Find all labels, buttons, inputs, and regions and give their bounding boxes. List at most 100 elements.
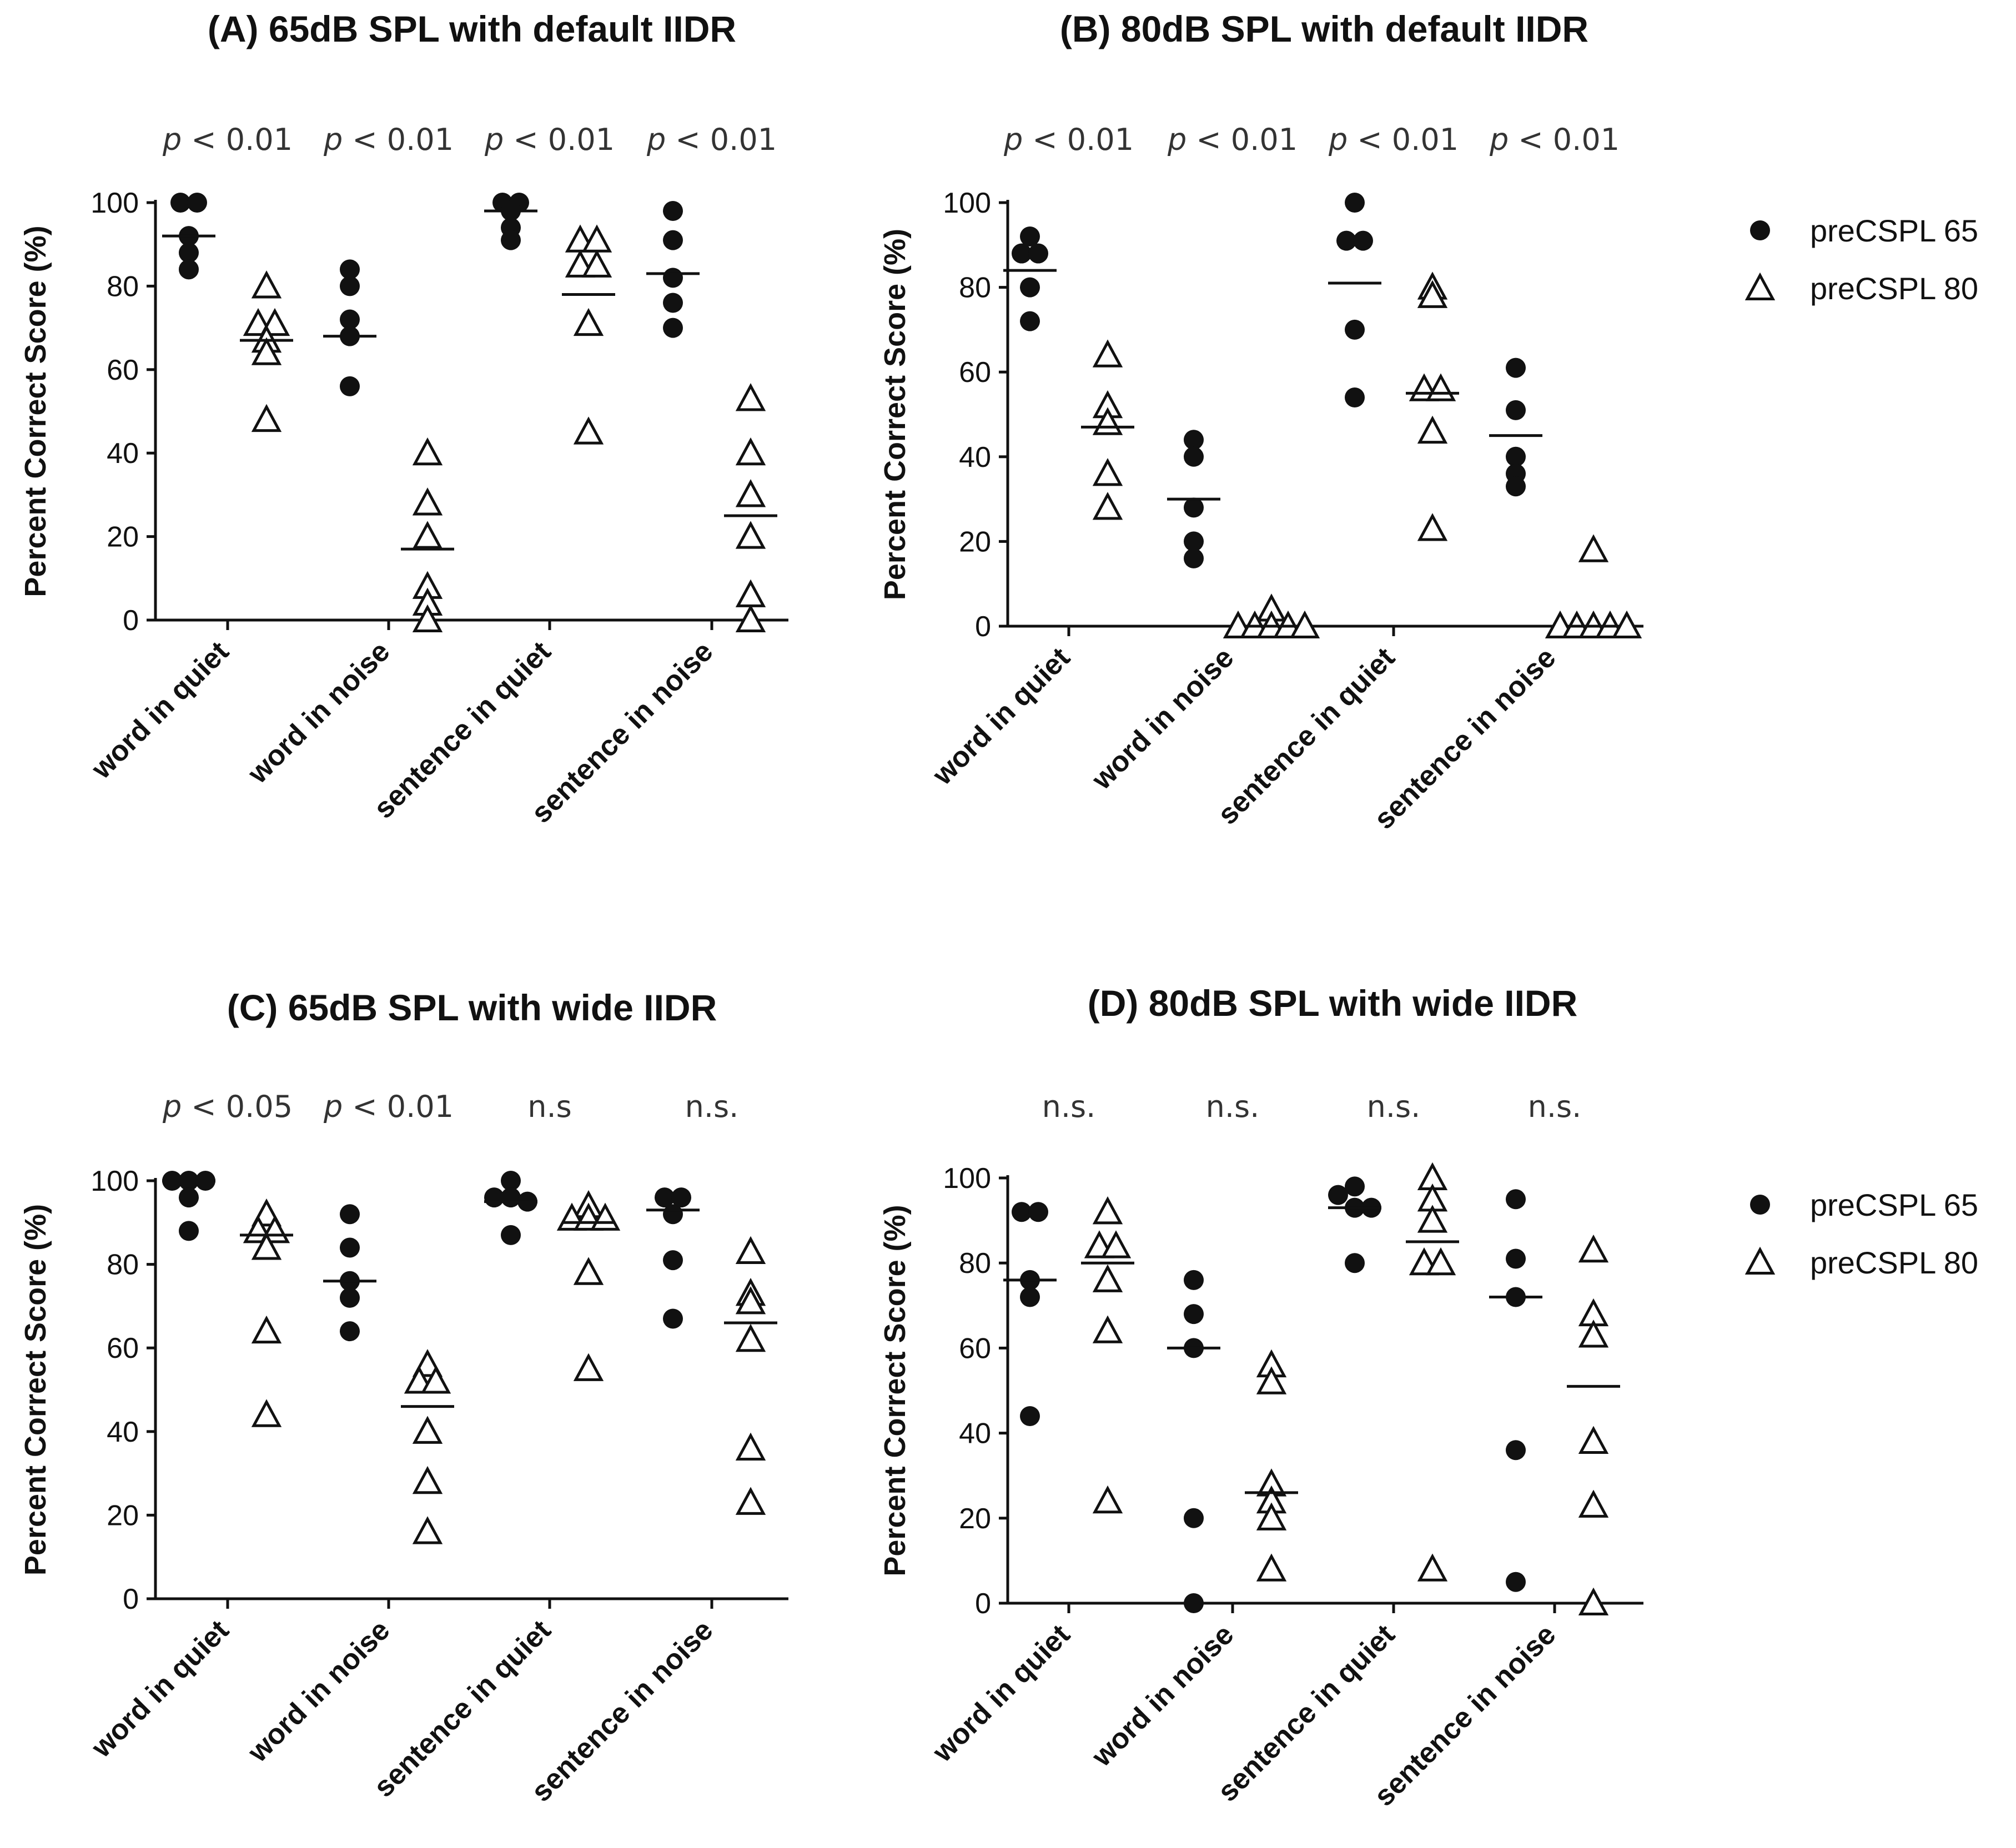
data-point-triangle (735, 521, 766, 549)
data-point-circle (501, 230, 521, 250)
legend-bottom: preCSPL 65 preCSPL 80 (1744, 1187, 1978, 1280)
category-label: word in quiet (85, 1614, 235, 1764)
data-point-circle (340, 276, 360, 296)
p-symbol: p (484, 122, 504, 157)
data-point-circle (1020, 277, 1040, 298)
p-symbol: p (1003, 122, 1023, 157)
data-point-circle (1028, 1202, 1048, 1222)
data-point-triangle (573, 1257, 604, 1285)
data-point-circle (1184, 531, 1204, 552)
y-axis-title: Percent Correct Score (%) (878, 1205, 912, 1576)
data-point-triangle (573, 308, 604, 336)
p-symbol: p (162, 122, 182, 157)
category-label: word in quiet (85, 635, 235, 785)
data-point-circle (179, 1187, 199, 1208)
data-point-circle (1506, 1440, 1526, 1461)
data-point-triangle (412, 521, 443, 549)
y-tick-label: 100 (943, 1162, 991, 1195)
data-point-triangle (251, 1315, 282, 1344)
data-point-triangle (251, 1399, 282, 1427)
y-tick-label: 80 (107, 1249, 139, 1281)
data-point-circle (501, 1187, 521, 1208)
data-point-triangle (1092, 1485, 1123, 1514)
data-point-circle (1184, 1593, 1204, 1613)
data-point-circle (340, 1287, 360, 1308)
data-point-circle (663, 1204, 683, 1225)
y-tick-label: 20 (959, 1503, 991, 1535)
significance-text: < 0.01 (343, 122, 454, 157)
data-point-triangle (1417, 1205, 1448, 1233)
data-point-triangle (1092, 1196, 1123, 1225)
y-tick-label: 40 (107, 437, 139, 470)
legend-label: preCSPL 80 (1810, 1245, 1978, 1280)
panel-a: (A) 65dB SPL with default IIDR 0 20 40 60 80 1… (19, 8, 788, 829)
data-point-triangle (1578, 1320, 1609, 1348)
data-point-circle (340, 376, 360, 396)
data-point-triangle (1092, 339, 1123, 367)
data-point-circle (340, 309, 360, 330)
data-point-circle (1506, 446, 1526, 467)
legend-marker-circle (1750, 220, 1770, 240)
data-point-triangle (412, 1466, 443, 1494)
y-tick-label: 20 (107, 1499, 139, 1532)
data-point-triangle (1256, 1366, 1287, 1394)
data-point-circle (1020, 1406, 1040, 1426)
data-point-triangle (1578, 1234, 1609, 1263)
y-tick-label: 0 (123, 1583, 139, 1615)
y-tick-label: 100 (943, 187, 991, 219)
y-tick-label: 60 (107, 354, 139, 386)
data-point-triangle (1092, 1264, 1123, 1292)
significance-label: p < 0.01 (484, 122, 615, 157)
significance-label: n.s. (1042, 1089, 1096, 1124)
data-point-circle (1345, 1176, 1365, 1197)
y-tick-label: 0 (123, 605, 139, 637)
category-label: sentence in quiet (1211, 1618, 1401, 1807)
panel-title: (B) 80dB SPL with default IIDR (1060, 8, 1588, 49)
y-tick-label: 80 (959, 1247, 991, 1280)
data-point-circle (655, 1187, 675, 1208)
significance-label: p < 0.01 (1328, 122, 1459, 157)
data-point-circle (340, 1321, 360, 1342)
data-point-circle (1012, 1202, 1032, 1222)
significance-label: p < 0.05 (162, 1089, 293, 1124)
data-point-triangle (1092, 458, 1123, 486)
data-point-triangle (1092, 1315, 1123, 1343)
data-point-triangle (735, 383, 766, 411)
data-point-circle (170, 193, 190, 213)
data-point-circle (663, 201, 683, 221)
data-point-triangle (412, 604, 443, 633)
data-point-circle (340, 1204, 360, 1225)
legend-label: preCSPL 65 (1810, 1187, 1978, 1222)
data-point-triangle (1611, 610, 1642, 639)
panel-b: (B) 80dB SPL with default IIDR 0 20 40 60 80 1… (878, 8, 1643, 835)
data-point-triangle (1100, 1230, 1132, 1258)
data-point-circle (1020, 1287, 1040, 1307)
data-point-triangle (735, 1286, 766, 1315)
significance-label: n.s. (1206, 1089, 1260, 1124)
data-point-circle (1012, 243, 1032, 264)
significance-text: n.s (527, 1089, 572, 1124)
significance-label: p < 0.01 (646, 122, 777, 157)
category-label: word in noise (242, 635, 396, 790)
y-axis-title: Percent Correct Score (%) (19, 225, 52, 597)
data-point-triangle (412, 437, 443, 466)
data-point-triangle (251, 1232, 282, 1260)
significance-label: p < 0.01 (1003, 122, 1134, 157)
data-point-triangle (412, 1416, 443, 1444)
y-tick-label: 40 (959, 441, 991, 474)
data-point-circle (1345, 1253, 1365, 1273)
category-label: word in quiet (926, 641, 1076, 791)
data-point-triangle (1289, 610, 1320, 639)
y-tick-label: 20 (107, 521, 139, 553)
legend-label: preCSPL 80 (1810, 271, 1978, 306)
data-point-circle (501, 1225, 521, 1245)
y-tick-label: 40 (959, 1418, 991, 1450)
significance-text: n.s. (1528, 1089, 1582, 1124)
data-point-circle (1506, 1189, 1526, 1210)
data-point-triangle (735, 1236, 766, 1265)
panel-c: (C) 65dB SPL with wide IIDR 0 20 40 60 80 100 P… (19, 987, 788, 1808)
significance-text: < 0.01 (504, 122, 615, 157)
panel-title: (A) 65dB SPL with default IIDR (208, 8, 736, 49)
data-point-circle (1184, 1304, 1204, 1325)
panel-title: (C) 65dB SPL with wide IIDR (227, 987, 717, 1028)
